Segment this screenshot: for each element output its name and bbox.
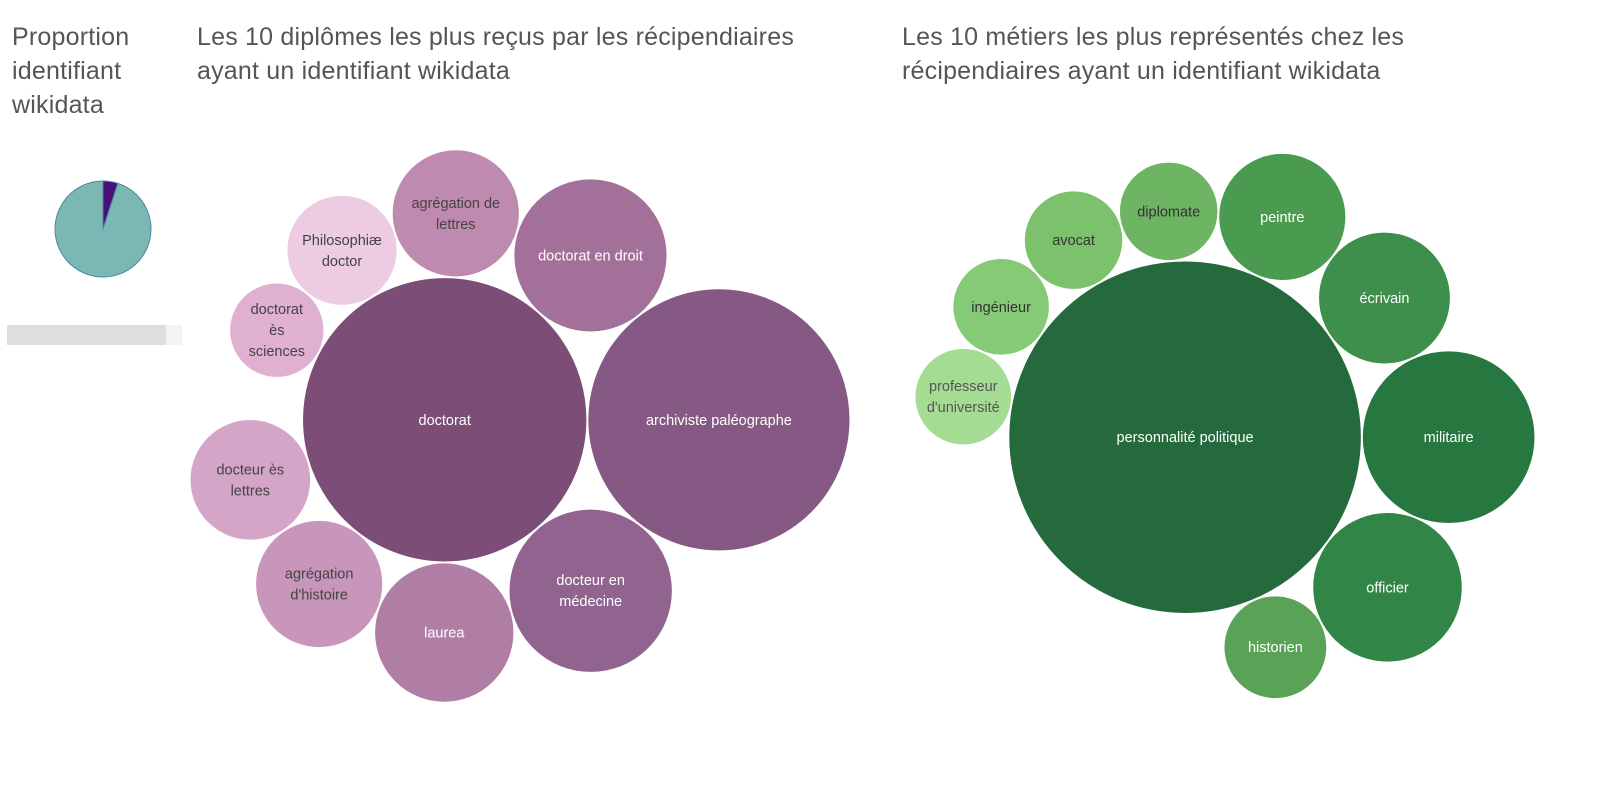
job-bubble-label-9: professeur d'université <box>927 379 1000 416</box>
degree-bubble-label-3: doctorat en droit <box>538 248 643 264</box>
degree-bubble-label-1: archiviste paléographe <box>646 413 792 429</box>
degree-bubble-7[interactable] <box>189 419 312 541</box>
pie-slice-0[interactable] <box>54 180 152 278</box>
degree-bubble-2[interactable] <box>508 508 673 673</box>
proportion-pie <box>54 180 152 278</box>
job-bubble-label-1: militaire <box>1424 430 1474 446</box>
degree-bubble-chart: doctorat archiviste paléographe docteur en… <box>189 149 851 703</box>
degree-bubble-label-7: docteur ès lettres <box>216 462 284 499</box>
degree-bubble-3[interactable] <box>513 178 668 333</box>
degree-bubble-label-6: agrégation d'histoire <box>285 567 354 604</box>
job-bubble-label-3: écrivain <box>1359 291 1409 307</box>
job-bubble-5[interactable] <box>1223 595 1328 700</box>
job-bubble-3[interactable] <box>1318 231 1451 365</box>
degree-bubble-label-8: Philosophiæ doctor <box>302 233 382 270</box>
degrees-chart-title: Les 10 diplômes les plus reçus par les r… <box>197 23 795 85</box>
degree-bubble-label-5: agrégation de lettres <box>411 196 500 233</box>
degree-bubble-6[interactable] <box>255 519 384 649</box>
degree-bubble-1[interactable] <box>587 288 851 552</box>
job-bubble-8[interactable] <box>952 258 1050 356</box>
degree-bubble-label-4: laurea <box>424 626 465 642</box>
job-bubble-label-8: ingénieur <box>971 300 1031 316</box>
degree-bubble-5[interactable] <box>391 149 520 278</box>
jobs-chart-title: Les 10 métiers les plus représentés chez… <box>902 23 1405 85</box>
proportion-bar <box>7 325 182 345</box>
proportion-bar-fill <box>7 325 167 345</box>
job-bubble-6[interactable] <box>1118 161 1219 262</box>
degree-bubble-4[interactable] <box>374 562 515 703</box>
proportion-chart-title: Proportion identifiant wikidata <box>12 23 130 119</box>
job-bubble-label-2: officier <box>1366 580 1409 596</box>
job-bubble-label-0: personnalité politique <box>1117 430 1254 446</box>
job-bubble-7[interactable] <box>1023 190 1124 290</box>
job-bubble-0[interactable] <box>1008 260 1362 614</box>
job-bubble-9[interactable] <box>914 347 1013 446</box>
degree-bubble-8[interactable] <box>286 194 398 306</box>
job-bubble-label-5: historien <box>1248 640 1303 656</box>
job-bubble-4[interactable] <box>1218 152 1347 281</box>
degree-bubble-label-9: doctorat ès sciences <box>249 302 305 360</box>
job-bubble-label-6: diplomate <box>1137 204 1200 220</box>
degree-bubble-9[interactable] <box>229 282 325 378</box>
job-bubble-label-4: peintre <box>1260 210 1304 226</box>
degree-bubble-label-2: docteur en médecine <box>556 573 625 610</box>
job-bubble-2[interactable] <box>1312 512 1463 663</box>
degree-bubble-0[interactable] <box>302 277 588 563</box>
job-bubble-chart: personnalité politique militaire officier é… <box>914 152 1536 700</box>
job-bubble-1[interactable] <box>1361 350 1536 525</box>
degree-bubble-label-0: doctorat <box>419 413 471 429</box>
job-bubble-label-7: avocat <box>1052 233 1095 249</box>
